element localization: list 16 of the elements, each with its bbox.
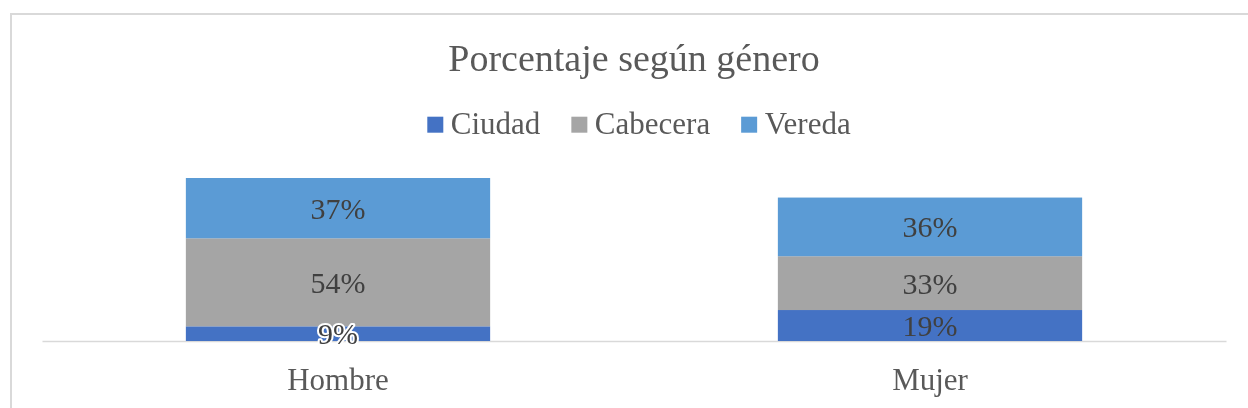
bar [777,197,1083,257]
chart-title: Porcentaje según género [448,37,820,79]
bar [185,178,491,239]
bar [777,256,1083,311]
legend-label: Vereda [764,105,851,141]
legend-label: Cabecera [594,105,711,141]
data-label: 33% [902,266,958,300]
bar [185,238,491,327]
legend-label: Ciudad [450,105,541,141]
data-label: 36% [902,210,958,244]
data-label: 19% [902,309,958,343]
x-tick-label: Hombre [287,362,389,398]
bar [777,310,1083,341]
data-label: 37% [310,191,366,225]
x-tick-label: Mujer [892,362,969,398]
data-label: 54% [310,265,366,299]
